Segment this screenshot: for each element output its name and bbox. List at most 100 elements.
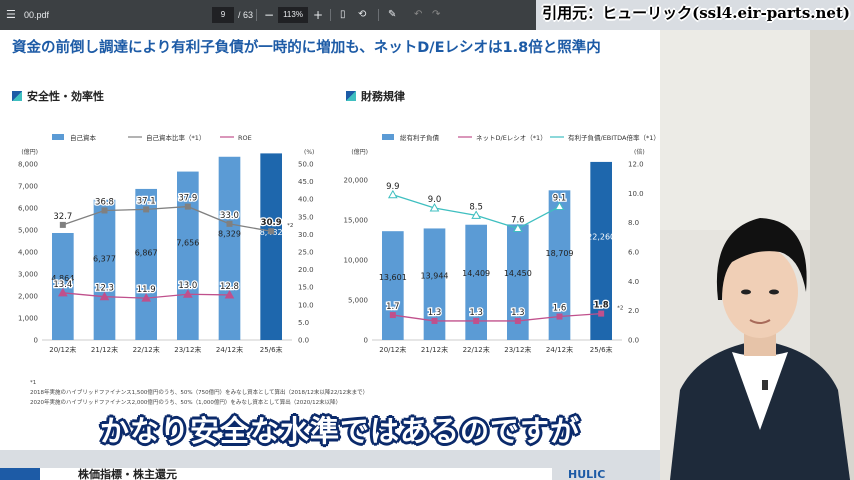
line-value-label: 9.9 [386, 182, 400, 192]
data-point [471, 210, 482, 219]
zoom-level-input[interactable]: 113% [278, 7, 308, 23]
bar-value-label: 6,867 [135, 248, 158, 257]
y2-tick-label: 6.0 [628, 249, 639, 257]
file-name: 00.pdf [24, 10, 50, 20]
y-tick-label: 6,000 [18, 205, 38, 213]
right-axis-unit: (%) [304, 149, 314, 156]
data-point [554, 201, 565, 211]
footnote-2: 2020年実施のハイブリッドファイナンス2,000億円のうち、50%（1,000… [30, 400, 342, 406]
annotation-marker: *2 [617, 306, 623, 312]
y-tick-label: 20,000 [344, 177, 369, 185]
y2-tick-label: 8.0 [628, 219, 639, 227]
line-value-label: 33.0 [220, 211, 239, 221]
line-value-label: 1.8 [594, 301, 609, 311]
line-value-label: 12.3 [95, 284, 114, 294]
y-tick-label: 4,000 [18, 249, 38, 257]
zoom-out-icon[interactable]: − [264, 8, 275, 22]
bar [382, 231, 404, 340]
line-value-label: 30.9 [261, 218, 282, 228]
series-line [62, 205, 272, 232]
annotate-icon[interactable]: ✎ [388, 9, 397, 20]
footnote-marker: *1 [30, 380, 37, 386]
line-value-label: 37.1 [137, 196, 156, 206]
page-number-input[interactable]: 9 [212, 7, 234, 23]
data-point [226, 220, 233, 227]
section-safety-label: 安全性・効率性 [27, 90, 104, 103]
y2-tick-label: 50.0 [298, 161, 314, 169]
data-point [141, 293, 152, 302]
bar-value-label: 13,944 [421, 271, 449, 280]
line-value-label: 1.3 [511, 308, 525, 318]
pdf-page: 資金の前倒し調達により有利子負債が一時的に増加も、ネットD/Eレシオは1.8倍と… [0, 30, 660, 450]
presenter-video [660, 30, 854, 480]
x-tick-label: 25/6末 [260, 345, 283, 354]
presenter-shirt [732, 352, 788, 430]
y2-tick-label: 0.0 [628, 337, 639, 345]
x-tick-label: 20/12末 [49, 345, 76, 354]
bar-value-label: 4,864 [51, 274, 74, 283]
bar [52, 232, 74, 340]
x-tick-label: 21/12末 [91, 345, 118, 354]
pdf-toolbar: ☰ 00.pdf 9 / 63 − 113% + ▯ ⟲ ✎ ↶ ↷ [0, 0, 536, 30]
legend-swatch [52, 134, 64, 140]
x-tick-label: 25/6末 [590, 345, 613, 354]
data-point [598, 310, 605, 317]
zoom-in-icon[interactable]: + [313, 8, 324, 22]
data-point [143, 206, 150, 213]
legend-label: 自己資本比率（*1） [146, 133, 205, 142]
y-tick-label: 3,000 [18, 271, 38, 279]
chart-financial-discipline: 総有利子負債 ネットD/Eレシオ（*1） 有利子負債/EBITDA倍率（*1） (億円… [344, 133, 660, 354]
data-point [556, 313, 563, 320]
bar-value-label: 14,409 [462, 269, 490, 278]
x-tick-label: 22/12末 [133, 345, 160, 354]
bar [548, 190, 571, 340]
redo-icon[interactable]: ↷ [432, 9, 441, 20]
presenter-hair [716, 218, 807, 300]
company-logo: HULIC [568, 468, 642, 480]
y-tick-label: 0 [364, 337, 368, 345]
presenter-face [722, 246, 798, 338]
data-point [224, 289, 235, 299]
next-slide-header: 株価指標・株主還元 [0, 468, 552, 480]
data-point [184, 203, 191, 210]
data-point [473, 317, 480, 324]
bar [260, 153, 282, 340]
legend-label: ROE [238, 134, 252, 142]
data-point [59, 221, 66, 228]
data-point [512, 223, 523, 233]
page-total: / 63 [238, 10, 254, 20]
y-tick-label: 0 [34, 337, 38, 345]
y-tick-label: 5,000 [18, 227, 38, 235]
fit-page-icon[interactable]: ▯ [340, 9, 346, 20]
undo-icon[interactable]: ↶ [414, 9, 423, 20]
bar-value-label: 22,260 [587, 233, 615, 242]
legend-label: 有利子負債/EBITDA倍率（*1） [568, 133, 660, 142]
section-marker-icon [346, 91, 356, 101]
line-value-label: 1.7 [386, 302, 400, 312]
data-point [387, 189, 398, 199]
footnote-1: 2018年実施のハイブリッドファイナンス1,500億円のうち、50%（750億円… [30, 390, 369, 396]
line-value-label: 13.0 [178, 281, 197, 291]
bar [507, 224, 529, 340]
menu-icon[interactable]: ☰ [6, 8, 16, 21]
y-tick-label: 15,000 [344, 217, 369, 225]
source-credit: 引用元：ヒューリック(ssl4.eir-parts.net) [542, 4, 850, 22]
bar-value-label: 6,377 [93, 255, 116, 264]
data-point [429, 202, 440, 212]
y2-tick-label: 25.0 [298, 249, 314, 257]
x-tick-label: 24/12末 [546, 345, 573, 354]
left-axis-unit: (億円) [21, 148, 38, 156]
footnotes: *1 2018年実施のハイブリッドファイナンス1,500億円のうち、50%（75… [30, 378, 550, 408]
line-value-label: 13.4 [53, 280, 72, 290]
x-tick-label: 21/12末 [421, 345, 448, 354]
next-slide-title: 株価指標・株主還元 [78, 468, 177, 480]
line-value-label: 1.3 [428, 308, 442, 318]
company-logo-text: HULIC [568, 468, 606, 480]
section-financial-label: 財務規律 [361, 90, 405, 103]
y2-tick-label: 10.0 [298, 301, 314, 309]
data-point [182, 289, 193, 298]
series-line [392, 312, 602, 322]
bar-value-label: 13,601 [379, 273, 407, 282]
rotate-icon[interactable]: ⟲ [358, 9, 367, 20]
